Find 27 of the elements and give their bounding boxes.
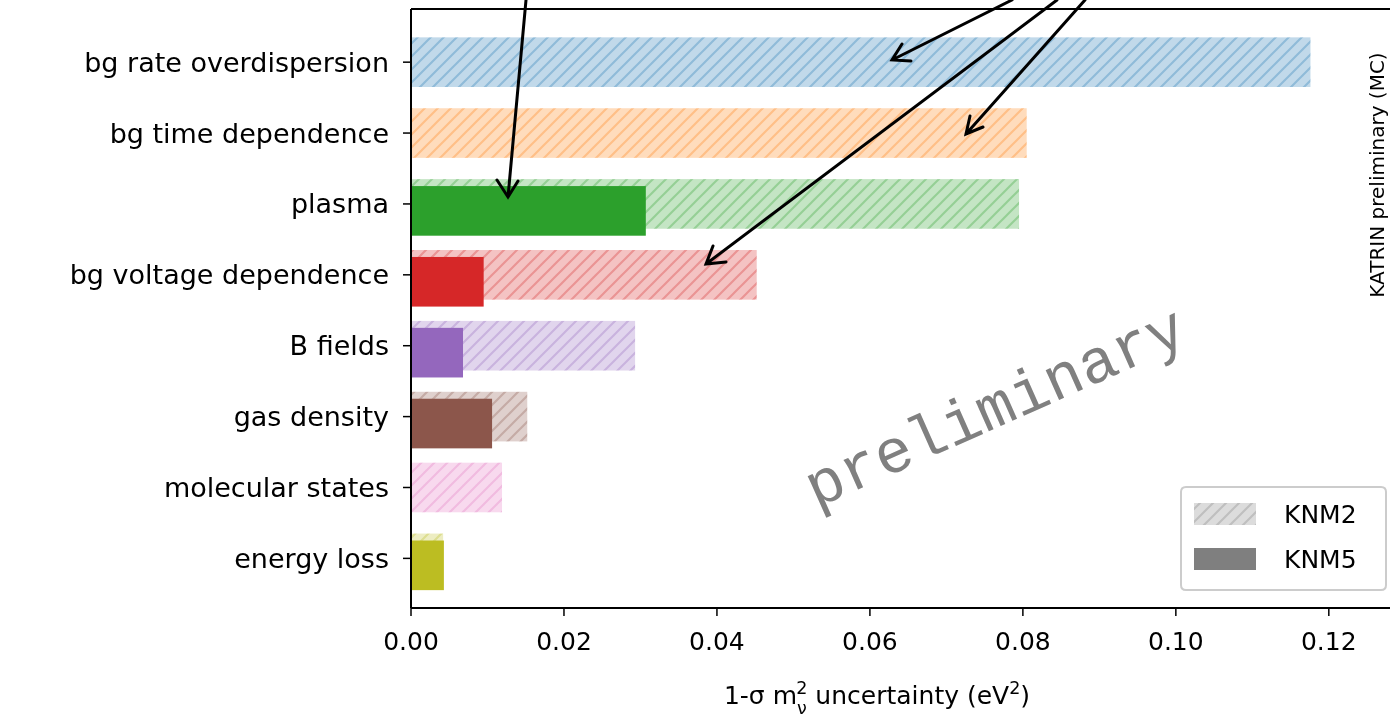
- y-tick-label: gas density: [233, 401, 390, 433]
- bar: [411, 256, 484, 307]
- x-tick-label: 0.04: [689, 627, 745, 656]
- bar: [411, 540, 444, 591]
- bar: [411, 462, 503, 513]
- x-tick-label: 0.12: [1300, 627, 1357, 656]
- x-axis-title: 1-σ m$_{ν}$$^{2}$ uncertainty (eV$^{2}$): [723, 678, 1031, 714]
- y-tick-label: molecular states: [163, 471, 389, 503]
- y-tick-label: bg voltage dependence: [69, 259, 389, 291]
- y-tick-label: energy loss: [234, 542, 389, 574]
- x-tick-label: 0.08: [995, 627, 1051, 656]
- bar: [411, 108, 1027, 158]
- x-tick-label: 0.06: [842, 627, 898, 656]
- bar: [411, 398, 493, 449]
- bar: [411, 37, 1311, 87]
- text: KNM2: [1284, 499, 1357, 529]
- x-tick-label: 0.10: [1148, 627, 1204, 656]
- y-tick-label: plasma: [290, 188, 389, 220]
- annotation: KATRIN preliminary (MC): [1365, 52, 1389, 298]
- y-tick-label: bg time dependence: [109, 117, 389, 149]
- x-tick-label: 0.02: [536, 627, 592, 656]
- y-tick-label: B fields: [289, 330, 389, 362]
- bar: [411, 327, 464, 378]
- x-tick-label: 0.00: [383, 627, 439, 656]
- y-tick-label: bg rate overdispersion: [84, 46, 389, 78]
- text: KNM5: [1284, 544, 1357, 574]
- bar: [411, 186, 646, 236]
